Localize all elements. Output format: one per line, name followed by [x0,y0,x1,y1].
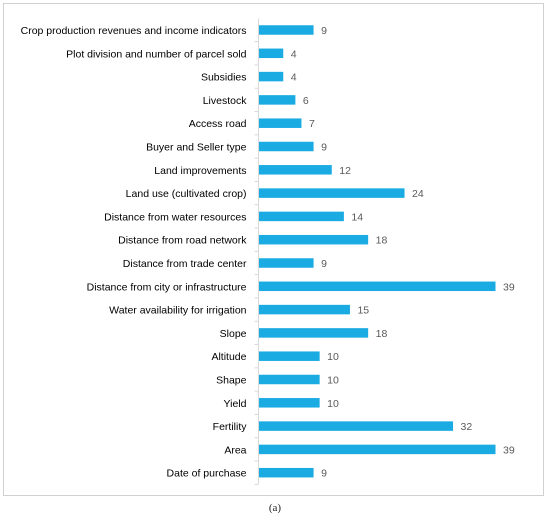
bar-value-label: 24 [412,188,424,200]
category-label: Fertility [213,421,248,433]
category-label: Shape [216,375,247,387]
category-label: Crop production revenues and income indi… [21,25,247,37]
bar-value-label: 39 [503,444,515,456]
chart-frame [3,3,544,496]
bar-value-label: 10 [327,351,339,363]
category-label: Distance from water resources [104,211,246,223]
bar-value-label: 4 [291,72,297,84]
bar-value-label: 15 [357,305,369,317]
category-label: Date of purchase [167,468,247,480]
category-label: Buyer and Seller type [146,142,247,154]
bar [259,304,350,315]
bar-value-label: 32 [461,421,473,433]
bar [259,25,314,35]
category-label: Subsidies [201,72,247,84]
category-label: Water availability for irrigation [109,305,246,317]
bar [259,281,496,292]
bar-value-label: 9 [321,142,327,154]
bar-value-label: 18 [376,235,388,247]
category-label: Distance from city or infrastructure [87,281,247,293]
category-label: Slope [220,328,247,340]
bar [259,95,296,105]
bar [259,258,314,268]
bar-value-label: 7 [309,118,315,130]
bar-value-label: 39 [503,281,515,293]
bar-value-label: 10 [327,375,339,387]
category-label: Land improvements [154,165,246,177]
category-label: Distance from road network [118,235,247,247]
category-label: Access road [189,118,247,130]
bar [259,328,369,338]
bar-value-label: 4 [291,48,297,60]
figure-caption: (a) [268,502,282,514]
category-label: Land use (cultivated crop) [126,188,247,200]
bar-value-label: 6 [303,95,309,107]
bar-value-label: 10 [327,398,339,410]
bar [259,211,344,222]
bar [259,141,314,152]
bar [259,444,496,455]
bar [259,118,302,128]
bar [259,165,332,175]
bar-value-label: 9 [321,468,327,480]
bar [259,234,369,245]
bar-value-label: 9 [321,25,327,37]
bar-value-label: 9 [321,258,327,270]
bar [259,467,314,478]
category-label: Livestock [203,95,248,107]
bar [259,188,405,198]
bar-chart: Crop production revenues and income indi… [21,18,515,485]
bar [259,421,454,431]
bar [259,374,320,385]
bar-value-label: 14 [351,211,363,223]
category-label: Area [224,444,246,456]
bar [259,398,320,408]
bar [259,71,284,82]
bar-value-label: 18 [376,328,388,340]
category-label: Yield [224,398,247,410]
category-label: Distance from trade center [123,258,247,270]
category-label: Plot division and number of parcel sold [66,48,247,60]
bar [259,351,320,361]
bar [259,48,284,59]
bar-value-label: 12 [339,165,351,177]
category-label: Altitude [211,351,246,363]
